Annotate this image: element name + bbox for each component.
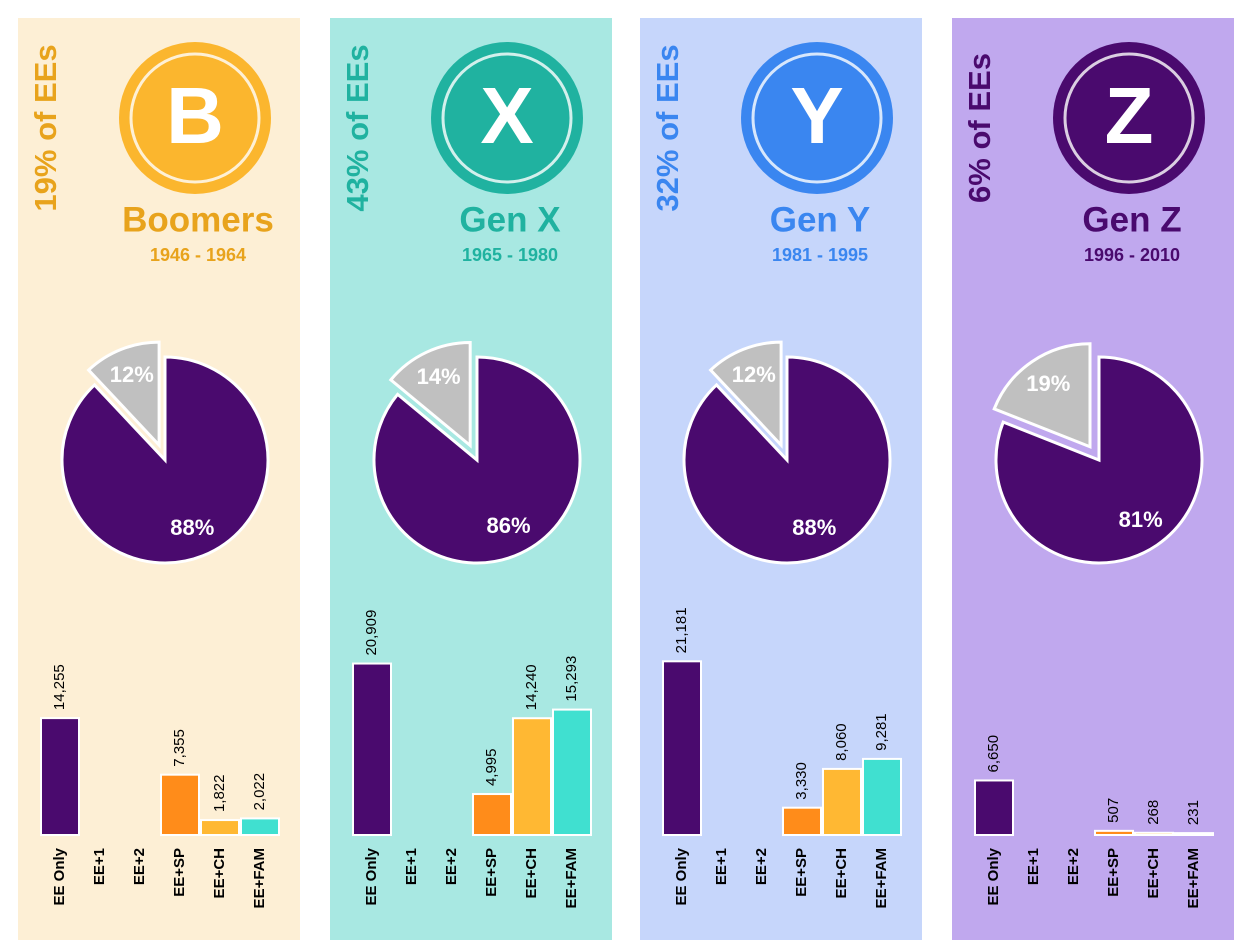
bar-category-label: EE+FAM <box>563 848 580 908</box>
bar-value-label: 1,822 <box>211 775 228 813</box>
pie-slice <box>86 340 161 449</box>
bar-value-label: 4,995 <box>483 748 500 786</box>
generation-name: Boomers <box>122 200 274 239</box>
bar <box>782 806 822 836</box>
bar-value-label: 231 <box>1185 800 1202 825</box>
badge-circle <box>741 42 893 194</box>
bar-category-label: EE+SP <box>793 848 810 897</box>
bar-category-label: EE+2 <box>131 848 148 885</box>
badge-ring <box>1063 52 1195 184</box>
bar <box>974 779 1014 836</box>
badge-ring <box>129 52 261 184</box>
bar-value-label: 14,240 <box>523 664 540 710</box>
generation-name: Gen Y <box>770 200 871 239</box>
bar-value-label: 6,650 <box>985 735 1002 773</box>
bar-category-label: EE+CH <box>833 848 850 898</box>
bar <box>40 717 80 837</box>
generation-years: 1946 - 1964 <box>150 245 246 265</box>
bar <box>512 717 552 836</box>
bar-category-label: EE+1 <box>91 848 108 885</box>
pie-label: 19% <box>1026 371 1070 396</box>
bar-value-label: 507 <box>1105 798 1122 823</box>
bar-value-label: 15,293 <box>563 656 580 702</box>
bar-category-label: EE+FAM <box>251 848 268 908</box>
pie-label: 12% <box>110 362 154 387</box>
bar-category-label: EE+FAM <box>873 848 890 908</box>
badge-letter: Z <box>1105 71 1154 160</box>
pie-label: 88% <box>170 515 214 540</box>
generation-years: 1996 - 2010 <box>1084 245 1180 265</box>
employee-share: 6% of EEs <box>962 53 997 203</box>
pie-slice <box>388 341 472 449</box>
bar-category-label: EE Only <box>51 847 68 905</box>
badge-letter: Y <box>790 71 843 160</box>
bar-category-label: EE+SP <box>1105 848 1122 897</box>
pie-label: 81% <box>1119 507 1163 532</box>
generation-name: Gen X <box>459 200 561 239</box>
bar <box>822 767 862 837</box>
badge-ring <box>751 52 883 184</box>
badge-circle <box>431 42 583 194</box>
bar-category-label: EE+SP <box>483 848 500 897</box>
bar-category-label: EE+2 <box>753 848 770 885</box>
bar <box>200 819 240 836</box>
bar-category-label: EE+SP <box>171 848 188 897</box>
bar-category-label: EE+1 <box>1025 848 1042 885</box>
bar-value-label: 20,909 <box>363 610 380 656</box>
bar <box>352 662 392 836</box>
pie-slice <box>60 355 270 565</box>
bar <box>1094 829 1134 836</box>
generation-years: 1965 - 1980 <box>462 245 558 265</box>
bar-category-label: EE+FAM <box>1185 848 1202 908</box>
bar-category-label: EE+1 <box>713 848 730 885</box>
bar-value-label: 2,022 <box>251 773 268 811</box>
badge-circle <box>1053 42 1205 194</box>
badge-ring <box>441 52 573 184</box>
bar <box>862 757 902 837</box>
employee-share: 19% of EEs <box>28 44 63 211</box>
bar <box>552 708 592 837</box>
badge-letter: B <box>166 71 224 160</box>
employee-share: 43% of EEs <box>340 44 375 211</box>
badge-circle <box>119 42 271 194</box>
bar-category-label: EE+2 <box>1065 848 1082 885</box>
bar <box>160 773 200 837</box>
pie-slice <box>994 355 1204 565</box>
bar-category-label: EE Only <box>673 847 690 905</box>
bar-value-label: 14,255 <box>51 664 68 710</box>
pie-slice <box>708 340 783 449</box>
pie-slice <box>372 355 582 565</box>
generation-years: 1981 - 1995 <box>772 245 868 265</box>
bar-value-label: 7,355 <box>171 729 188 767</box>
pie-label: 86% <box>487 513 531 538</box>
bar-category-label: EE+1 <box>403 848 420 885</box>
bar-value-label: 3,330 <box>793 762 810 800</box>
bar-category-label: EE+2 <box>443 848 460 885</box>
bar-value-label: 8,060 <box>833 723 850 761</box>
bar-category-label: EE Only <box>363 847 380 905</box>
employee-share: 32% of EEs <box>650 44 685 211</box>
pie-label: 14% <box>417 364 461 389</box>
bar <box>240 817 280 837</box>
pie-slice <box>682 355 892 565</box>
bar-value-label: 21,181 <box>673 607 690 653</box>
bar-value-label: 9,281 <box>873 713 890 751</box>
bar-category-label: EE+CH <box>523 848 540 898</box>
badge-letter: X <box>480 71 533 160</box>
generation-name: Gen Z <box>1082 200 1181 239</box>
bar <box>1134 831 1174 837</box>
bar <box>1174 832 1214 836</box>
pie-label: 88% <box>792 515 836 540</box>
bar-category-label: EE Only <box>985 847 1002 905</box>
pie-label: 12% <box>732 362 776 387</box>
bar <box>472 793 512 837</box>
bar <box>662 660 702 836</box>
pie-slice <box>992 342 1092 449</box>
bar-value-label: 268 <box>1145 800 1162 825</box>
bar-category-label: EE+CH <box>1145 848 1162 898</box>
bar-category-label: EE+CH <box>211 848 228 898</box>
